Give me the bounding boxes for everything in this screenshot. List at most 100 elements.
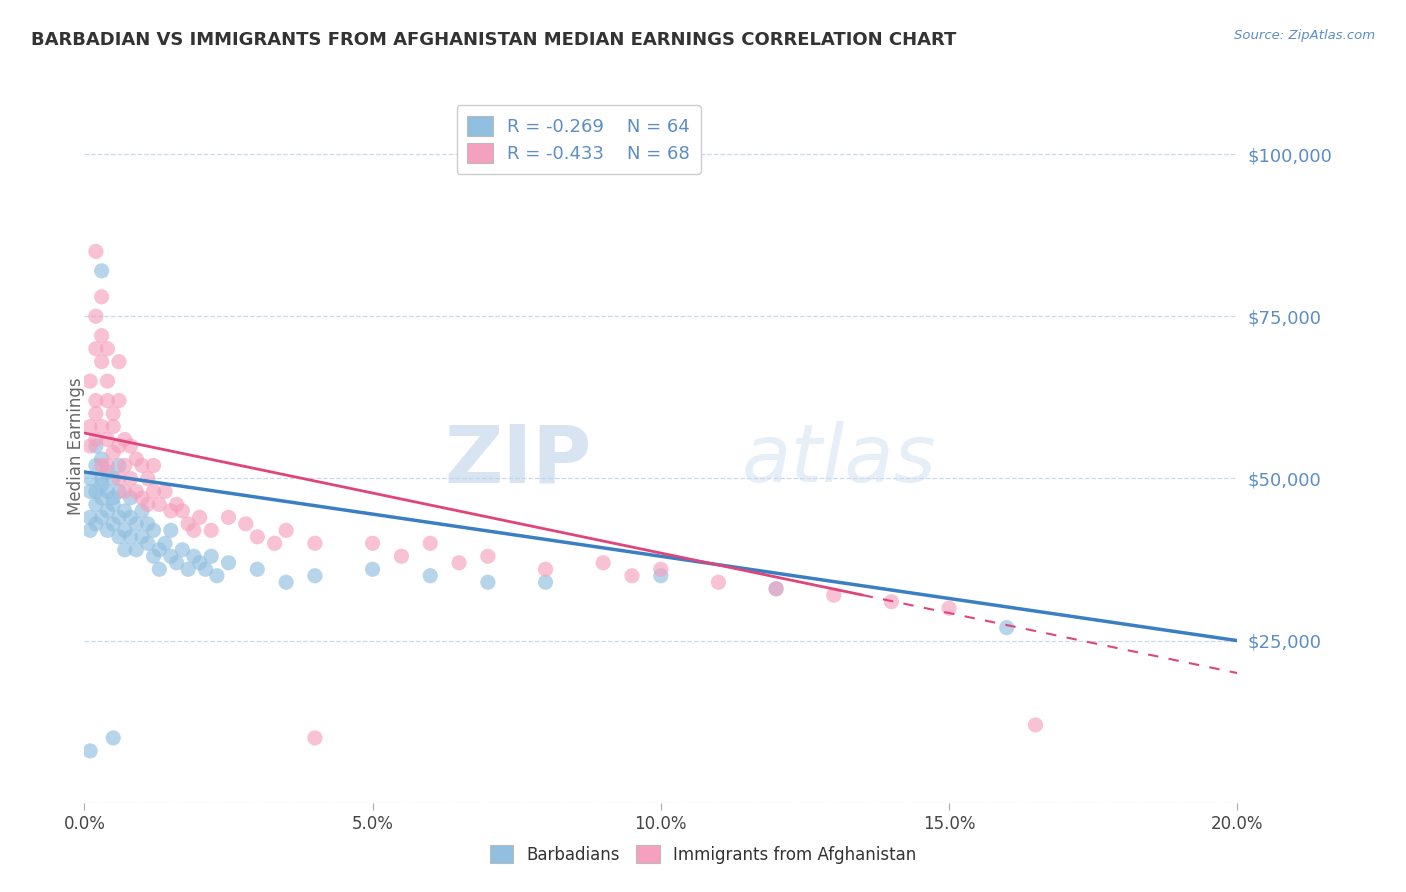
Point <box>90 478 112 492</box>
Point <box>995 621 1018 635</box>
Point <box>419 568 441 582</box>
Point <box>142 458 165 473</box>
Point <box>84 310 107 324</box>
Point <box>84 342 107 356</box>
Point <box>142 524 165 538</box>
Point <box>96 342 118 356</box>
Point <box>120 510 142 524</box>
Point <box>90 452 112 467</box>
Point <box>153 536 176 550</box>
Point <box>108 471 131 485</box>
Point <box>84 484 107 499</box>
Point <box>120 439 142 453</box>
Point <box>153 484 176 499</box>
Point <box>84 439 107 453</box>
Point <box>108 439 131 453</box>
Point <box>172 542 194 557</box>
Point <box>218 556 240 570</box>
Point <box>449 556 471 570</box>
Point <box>131 458 153 473</box>
Point <box>90 491 112 505</box>
Point <box>90 290 112 304</box>
Point <box>114 458 136 473</box>
Point <box>650 562 672 576</box>
Point <box>361 562 384 576</box>
Point <box>304 568 326 582</box>
Point <box>142 484 165 499</box>
Point <box>79 374 101 388</box>
Point <box>246 562 269 576</box>
Point <box>650 568 672 582</box>
Point <box>125 542 148 557</box>
Point <box>177 562 200 576</box>
Point <box>125 484 148 499</box>
Point <box>84 393 107 408</box>
Point <box>183 549 205 564</box>
Point <box>276 524 298 538</box>
Point <box>79 744 101 758</box>
Point <box>96 433 118 447</box>
Point <box>120 471 142 485</box>
Point <box>84 433 107 447</box>
Point <box>160 549 183 564</box>
Point <box>263 536 285 550</box>
Point <box>114 504 136 518</box>
Point <box>125 516 148 531</box>
Point <box>276 575 298 590</box>
Point <box>108 484 131 499</box>
Point <box>131 504 153 518</box>
Point <box>166 497 188 511</box>
Point <box>361 536 384 550</box>
Point <box>534 575 557 590</box>
Point <box>177 516 200 531</box>
Point <box>148 562 170 576</box>
Point <box>90 354 112 368</box>
Point <box>103 497 124 511</box>
Text: Source: ZipAtlas.com: Source: ZipAtlas.com <box>1234 29 1375 42</box>
Point <box>90 328 112 343</box>
Point <box>79 484 101 499</box>
Point <box>136 497 159 511</box>
Point <box>200 549 222 564</box>
Point <box>103 419 124 434</box>
Point <box>79 439 101 453</box>
Point <box>419 536 441 550</box>
Point <box>79 510 101 524</box>
Point <box>114 433 136 447</box>
Point <box>79 419 101 434</box>
Point <box>131 491 153 505</box>
Point <box>96 504 118 518</box>
Point <box>765 582 787 596</box>
Point <box>114 542 136 557</box>
Y-axis label: Median Earnings: Median Earnings <box>67 377 84 515</box>
Point <box>108 530 131 544</box>
Point <box>90 471 112 485</box>
Point <box>194 562 217 576</box>
Point <box>103 731 124 745</box>
Point <box>136 516 159 531</box>
Point <box>114 524 136 538</box>
Point <box>188 510 211 524</box>
Point <box>103 407 124 421</box>
Point <box>880 595 903 609</box>
Text: ZIP: ZIP <box>444 421 592 500</box>
Point <box>108 458 131 473</box>
Point <box>707 575 730 590</box>
Text: BARBADIAN VS IMMIGRANTS FROM AFGHANISTAN MEDIAN EARNINGS CORRELATION CHART: BARBADIAN VS IMMIGRANTS FROM AFGHANISTAN… <box>31 31 956 49</box>
Point <box>79 471 101 485</box>
Point <box>125 452 148 467</box>
Point <box>477 575 499 590</box>
Point <box>235 516 257 531</box>
Point <box>534 562 557 576</box>
Point <box>114 484 136 499</box>
Point <box>136 471 159 485</box>
Point <box>96 465 118 479</box>
Point <box>103 471 124 485</box>
Point <box>120 530 142 544</box>
Point <box>96 393 118 408</box>
Point <box>136 536 159 550</box>
Point <box>84 407 107 421</box>
Point <box>90 458 112 473</box>
Point <box>103 516 124 531</box>
Point <box>200 524 222 538</box>
